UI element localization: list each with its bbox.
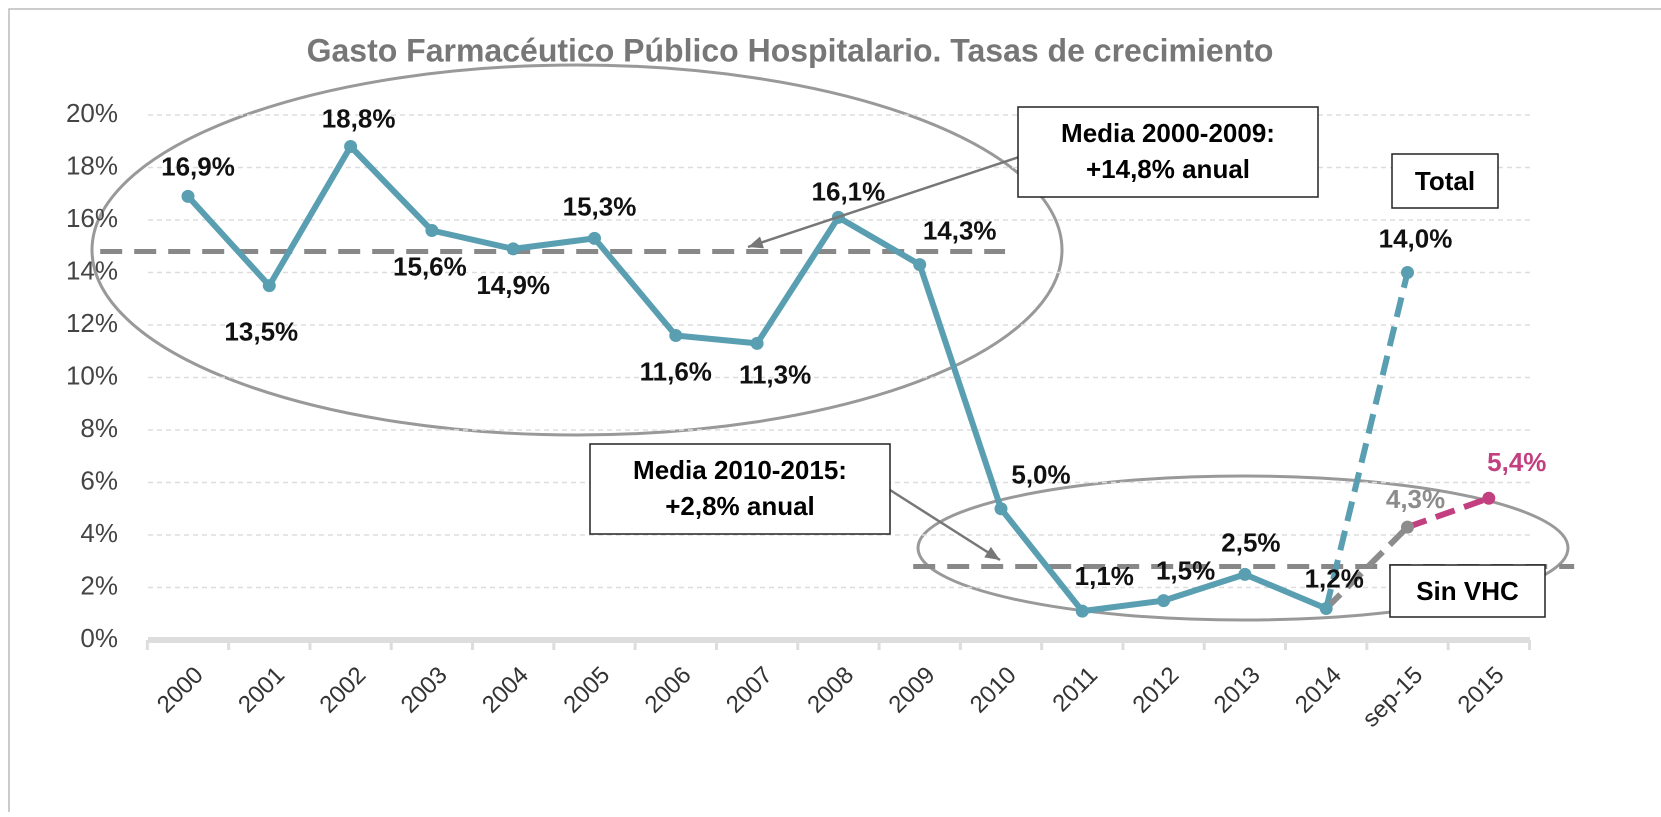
y-tick-label: 12% [66, 308, 118, 338]
annotation-text: Media 2010-2015: [633, 455, 847, 485]
x-tick-label: 2011 [1047, 662, 1103, 718]
x-tick-label: sep-15 [1357, 662, 1428, 733]
series-line [1323, 271, 1411, 610]
value-label: 16,9% [161, 151, 235, 181]
x-tick-label: 2001 [233, 662, 290, 719]
marker [506, 242, 520, 256]
series-line [1406, 495, 1490, 530]
series-name: Sin VHC [1416, 576, 1519, 606]
value-label: 15,6% [393, 251, 467, 281]
series-name-box [1389, 564, 1546, 618]
value-labels: 16,9% 13,5% 18,8% 15,6% 14,9% 15,3% 11,6% 11,3%… [161, 103, 1546, 593]
marker [994, 502, 1008, 516]
marker [750, 336, 764, 350]
series-line [1324, 525, 1410, 611]
marker [1238, 567, 1252, 581]
marker [669, 329, 683, 342]
x-tick-label: 2008 [802, 662, 859, 719]
value-label: 18,8% [322, 103, 396, 133]
annotation-text: +2,8% anual [665, 491, 815, 521]
series-name-box [1391, 153, 1499, 209]
y-tick-label: 0% [80, 623, 118, 653]
y-tick-label: 8% [80, 413, 118, 443]
y-tick-label: 10% [66, 360, 118, 390]
value-label: 14,0% [1379, 223, 1453, 253]
annotation-box [1017, 106, 1319, 198]
value-label: 1,1% [1075, 561, 1134, 591]
value-label: 1,5% [1156, 556, 1215, 586]
x-tick-label: 2009 [884, 662, 941, 719]
y-tick-label: 14% [66, 255, 118, 285]
series-markers [181, 140, 1496, 618]
annotation-box [589, 443, 891, 535]
x-tick-label: 2010 [965, 662, 1022, 719]
x-tick-label: 2005 [558, 662, 615, 719]
marker [913, 258, 927, 272]
arrow [747, 153, 1026, 249]
annotation-text: Media 2000-2009: [1061, 118, 1275, 148]
value-label: 11,3% [739, 359, 811, 389]
value-label: 14,3% [923, 216, 997, 246]
arrow-head [748, 236, 764, 249]
value-label: 16,1% [812, 176, 886, 206]
x-tick-label: 2013 [1209, 662, 1266, 719]
marker [1401, 266, 1414, 279]
value-label: 14,9% [476, 270, 550, 300]
marker [1482, 491, 1496, 505]
marker [1401, 520, 1414, 534]
ellipse [90, 63, 1064, 437]
marker [262, 279, 276, 293]
marker [1075, 604, 1089, 618]
value-label: 5,0% [1011, 460, 1070, 490]
value-label: 1,2% [1305, 563, 1364, 593]
y-tick-label: 16% [66, 203, 118, 233]
ellipse [916, 474, 1570, 622]
x-tick-label: 2014 [1290, 662, 1347, 719]
x-tick-label: 2002 [314, 662, 371, 719]
x-tick-label: 2003 [396, 662, 453, 719]
x-tick-label: 2007 [721, 662, 778, 719]
arrow-head [984, 546, 1000, 560]
x-tick-label: 2004 [477, 662, 534, 719]
annotation-text: +14,8% anual [1086, 154, 1250, 184]
frame [8, 8, 1661, 817]
value-label: 4,3% [1386, 484, 1445, 514]
value-label: 5,4% [1487, 447, 1546, 477]
marker [425, 224, 439, 237]
marker [344, 140, 358, 153]
value-label: 13,5% [224, 317, 298, 347]
series-name: Total [1415, 166, 1475, 196]
marker [181, 189, 195, 203]
y-tick-label: 18% [66, 150, 118, 180]
marker [1157, 594, 1171, 608]
marker [588, 231, 601, 245]
y-tick-label: 4% [80, 518, 118, 548]
chart-title: Gasto Farmacéutico Público Hospitalario.… [307, 32, 1274, 68]
y-tick-label: 6% [80, 465, 118, 495]
marker [1319, 602, 1333, 615]
value-label: 11,6% [640, 356, 712, 386]
value-label: 2,5% [1221, 527, 1280, 557]
y-tick-label: 2% [80, 570, 118, 600]
x-tick-label: 2000 [152, 662, 209, 719]
y-tick-label: 20% [66, 98, 118, 128]
value-label: 15,3% [563, 191, 637, 221]
x-tick-label: 2015 [1453, 662, 1510, 719]
x-tick-label: 2012 [1127, 662, 1184, 719]
arrow [889, 488, 1001, 562]
x-tick-label: 2006 [640, 662, 697, 719]
